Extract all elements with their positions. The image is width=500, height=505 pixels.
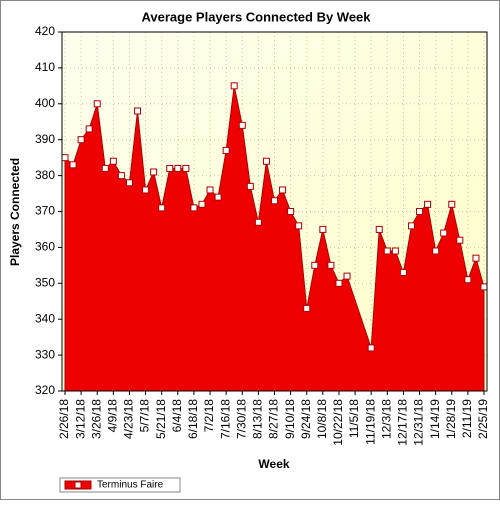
point bbox=[383, 247, 391, 255]
point bbox=[327, 261, 335, 269]
point bbox=[271, 197, 278, 205]
chart-title: Average Players Connected By Week bbox=[141, 9, 371, 24]
x-tick-label: 11/19/18 bbox=[363, 399, 377, 445]
point bbox=[432, 247, 440, 255]
x-tick-label: 4/9/18 bbox=[106, 399, 120, 433]
y-tick-label: 410 bbox=[35, 60, 55, 74]
x-tick-label: 12/17/18 bbox=[396, 399, 410, 446]
plot-border bbox=[61, 31, 488, 392]
point bbox=[424, 200, 432, 208]
point bbox=[416, 208, 424, 215]
x-tick-label: 7/2/18 bbox=[202, 399, 216, 433]
y-tick-label: 380 bbox=[35, 168, 55, 182]
point bbox=[69, 161, 77, 169]
x-tick-label: 5/7/18 bbox=[138, 399, 152, 433]
point bbox=[303, 304, 311, 312]
y-tick-label: 350 bbox=[35, 275, 55, 289]
y-tick-label: 330 bbox=[35, 347, 55, 361]
point bbox=[190, 204, 198, 212]
point bbox=[375, 225, 383, 233]
point bbox=[182, 164, 190, 172]
y-tick-label: 320 bbox=[35, 383, 55, 397]
point bbox=[158, 204, 166, 212]
x-axis-label: Week bbox=[258, 457, 289, 471]
x-tick-label: 1/28/19 bbox=[444, 399, 458, 439]
point bbox=[262, 157, 270, 165]
point bbox=[101, 164, 109, 172]
point bbox=[125, 179, 133, 187]
y-tick-label: 370 bbox=[35, 204, 55, 218]
point bbox=[407, 222, 415, 230]
x-tick-label: 1/14/19 bbox=[428, 399, 442, 439]
x-tick-label: 10/22/18 bbox=[331, 399, 345, 446]
x-tick-label: 3/26/18 bbox=[89, 399, 103, 439]
x-tick-label: 9/10/18 bbox=[283, 399, 297, 439]
x-tick-label: 5/21/18 bbox=[154, 399, 168, 439]
point bbox=[391, 247, 399, 255]
point bbox=[222, 146, 230, 154]
y-tick-label: 390 bbox=[35, 132, 55, 146]
point bbox=[399, 269, 407, 277]
point bbox=[85, 125, 93, 133]
x-tick-label: 2/11/19 bbox=[460, 399, 474, 438]
point bbox=[142, 186, 150, 194]
y-tick-label: 400 bbox=[35, 96, 55, 110]
x-tick-label: 9/24/18 bbox=[299, 399, 313, 439]
point bbox=[254, 218, 262, 226]
point bbox=[109, 157, 117, 165]
point bbox=[230, 82, 238, 90]
point bbox=[367, 344, 375, 352]
point bbox=[238, 121, 246, 129]
x-tick-label: 12/31/18 bbox=[412, 399, 426, 446]
point bbox=[319, 225, 327, 233]
x-tick-label: 7/30/18 bbox=[234, 399, 248, 439]
x-tick-label: 12/3/18 bbox=[379, 399, 393, 439]
point bbox=[117, 172, 125, 180]
point bbox=[464, 276, 472, 284]
point bbox=[335, 279, 343, 287]
point bbox=[77, 136, 85, 144]
y-axis-label: Players Connected bbox=[8, 158, 22, 266]
x-tick-label: 8/13/18 bbox=[251, 399, 265, 439]
point bbox=[93, 100, 101, 108]
x-tick-label: 6/4/18 bbox=[170, 399, 184, 433]
point bbox=[295, 222, 303, 230]
point bbox=[448, 200, 456, 208]
x-tick-label: 2/25/19 bbox=[476, 399, 490, 439]
legend-marker bbox=[74, 481, 82, 489]
y-tick-label: 420 bbox=[35, 24, 55, 38]
x-tick-label: 3/12/18 bbox=[73, 399, 87, 439]
point bbox=[166, 164, 174, 172]
point bbox=[206, 186, 214, 194]
x-tick-label: 8/27/18 bbox=[267, 399, 281, 439]
point bbox=[279, 186, 287, 194]
point bbox=[287, 208, 295, 215]
x-tick-label: 6/18/18 bbox=[186, 399, 200, 439]
x-tick-label: 7/16/18 bbox=[218, 399, 232, 439]
point bbox=[343, 272, 351, 280]
point bbox=[246, 182, 254, 190]
point bbox=[134, 107, 142, 115]
point bbox=[174, 164, 182, 172]
x-tick-label: 4/23/18 bbox=[122, 399, 136, 439]
point bbox=[440, 229, 448, 237]
point bbox=[480, 283, 488, 291]
legend-label: Terminus Faire bbox=[97, 480, 164, 491]
point bbox=[198, 200, 206, 208]
x-tick-label: 11/5/18 bbox=[347, 399, 361, 438]
y-tick-label: 340 bbox=[35, 311, 55, 325]
x-tick-label: 2/26/18 bbox=[57, 399, 71, 439]
x-tick-label: 10/8/18 bbox=[315, 399, 329, 439]
y-tick-label: 360 bbox=[35, 240, 55, 254]
point bbox=[61, 154, 69, 162]
point bbox=[456, 236, 464, 244]
point bbox=[150, 168, 158, 176]
point bbox=[472, 254, 480, 262]
point bbox=[311, 261, 319, 269]
point bbox=[214, 193, 222, 201]
